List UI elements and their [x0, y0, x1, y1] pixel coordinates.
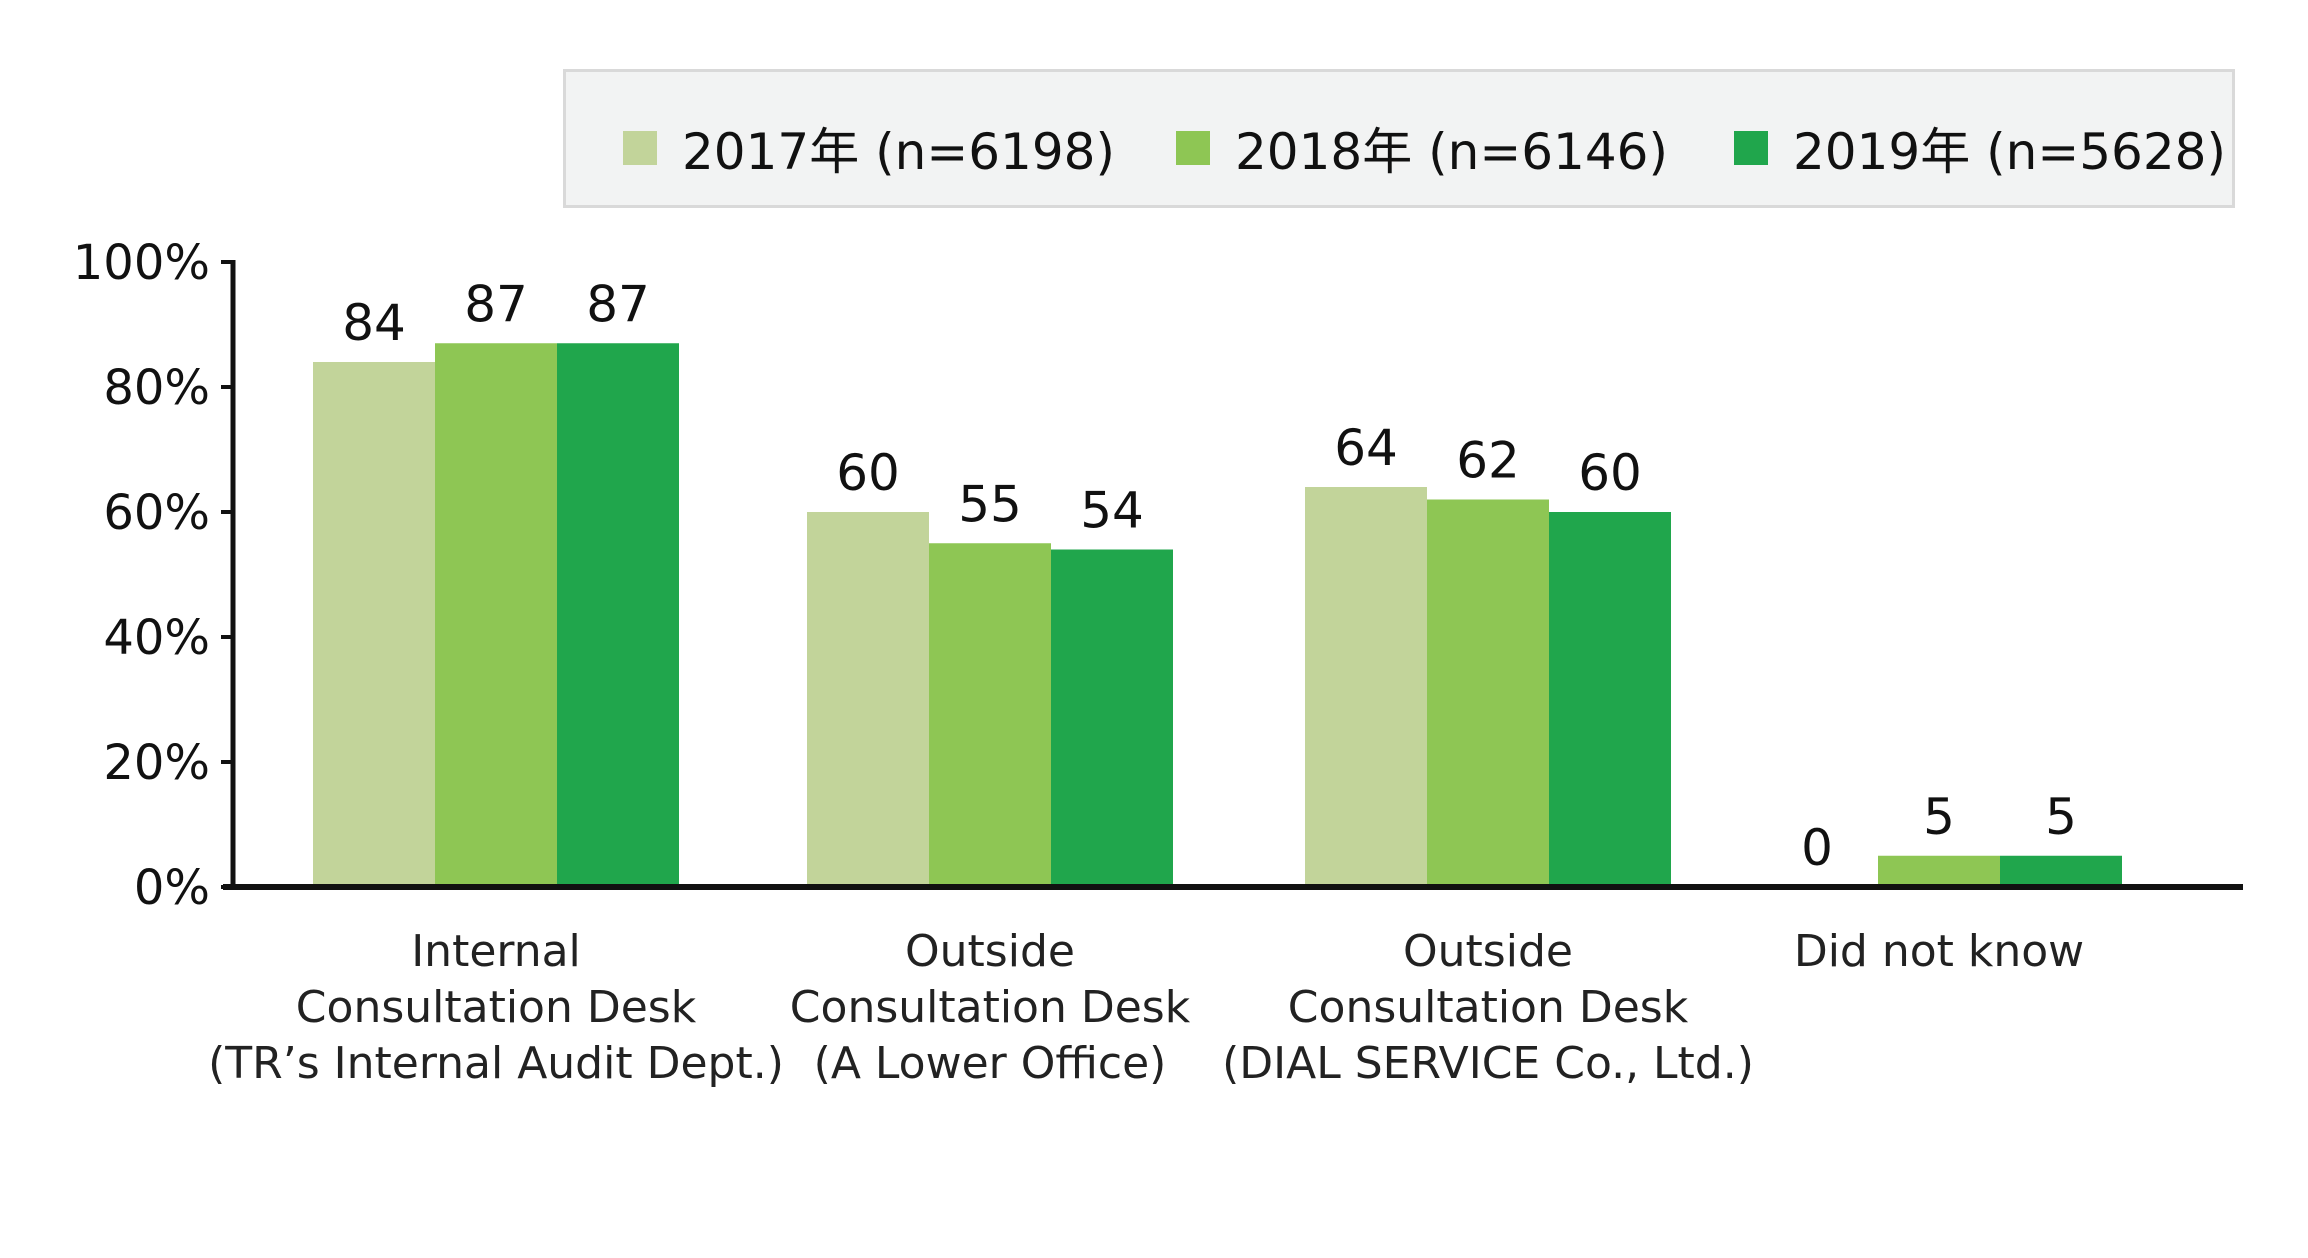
- data-label-0-1: 60: [836, 444, 900, 502]
- bar-2-1: [1051, 549, 1173, 887]
- category-label-1-0: Outside: [905, 926, 1075, 977]
- data-label-0-0: 84: [342, 294, 406, 352]
- data-label-1-3: 5: [1923, 788, 1955, 846]
- legend-item-2019: 2019年 (n=5628): [1734, 112, 2226, 184]
- bar-1-3: [1878, 855, 2000, 887]
- y-tick-label-5: 100%: [73, 235, 210, 291]
- bar-0-1: [807, 512, 929, 887]
- data-label-1-1: 55: [958, 475, 1022, 533]
- bar-2-3: [2000, 855, 2122, 887]
- data-label-0-2: 64: [1334, 419, 1398, 477]
- legend-swatch-2017: [623, 131, 657, 165]
- category-label-1-1: Consultation Desk: [790, 982, 1191, 1033]
- legend-item-2018: 2018年 (n=6146): [1176, 112, 1668, 184]
- data-label-2-3: 5: [2045, 788, 2077, 846]
- data-label-1-2: 62: [1456, 432, 1520, 490]
- y-tick-label-3: 60%: [103, 485, 210, 541]
- category-label-2-1: Consultation Desk: [1288, 982, 1689, 1033]
- category-label-0-1: Consultation Desk: [296, 982, 697, 1033]
- category-label-0-0: Internal: [411, 926, 581, 977]
- bar-2-2: [1549, 512, 1671, 887]
- legend: 2017年 (n=6198) 2018年 (n=6146) 2019年 (n=5…: [563, 69, 2235, 208]
- category-label-1-2: (A Lower Office): [814, 1038, 1167, 1089]
- y-tick-label-2: 40%: [103, 610, 210, 666]
- bar-1-0: [435, 343, 557, 887]
- y-tick-label-1: 20%: [103, 735, 210, 791]
- legend-swatch-2019: [1734, 131, 1768, 165]
- legend-label-2018: 2018年 (n=6146): [1235, 123, 1668, 181]
- legend-label-2017: 2017年 (n=6198): [682, 123, 1115, 181]
- category-label-0-2: (TR’s Internal Audit Dept.): [208, 1038, 784, 1089]
- bar-1-1: [929, 543, 1051, 887]
- bar-0-0: [313, 362, 435, 887]
- bar-2-0: [557, 343, 679, 887]
- data-label-0-3: 0: [1801, 819, 1833, 877]
- y-tick-label-0: 0%: [134, 860, 210, 916]
- category-label-3-0: Did not know: [1794, 926, 2084, 977]
- bar-0-2: [1305, 487, 1427, 887]
- data-label-2-2: 60: [1578, 444, 1642, 502]
- legend-item-2017: 2017年 (n=6198): [623, 112, 1115, 184]
- data-label-1-0: 87: [464, 275, 528, 333]
- category-label-2-2: (DIAL SERVICE Co., Ltd.): [1222, 1038, 1754, 1089]
- y-tick-label-4: 80%: [103, 360, 210, 416]
- bar-1-2: [1427, 499, 1549, 887]
- category-label-2-0: Outside: [1403, 926, 1573, 977]
- legend-label-2019: 2019年 (n=5628): [1793, 123, 2226, 181]
- legend-swatch-2018: [1176, 131, 1210, 165]
- data-label-2-0: 87: [586, 275, 650, 333]
- data-label-2-1: 54: [1080, 482, 1144, 540]
